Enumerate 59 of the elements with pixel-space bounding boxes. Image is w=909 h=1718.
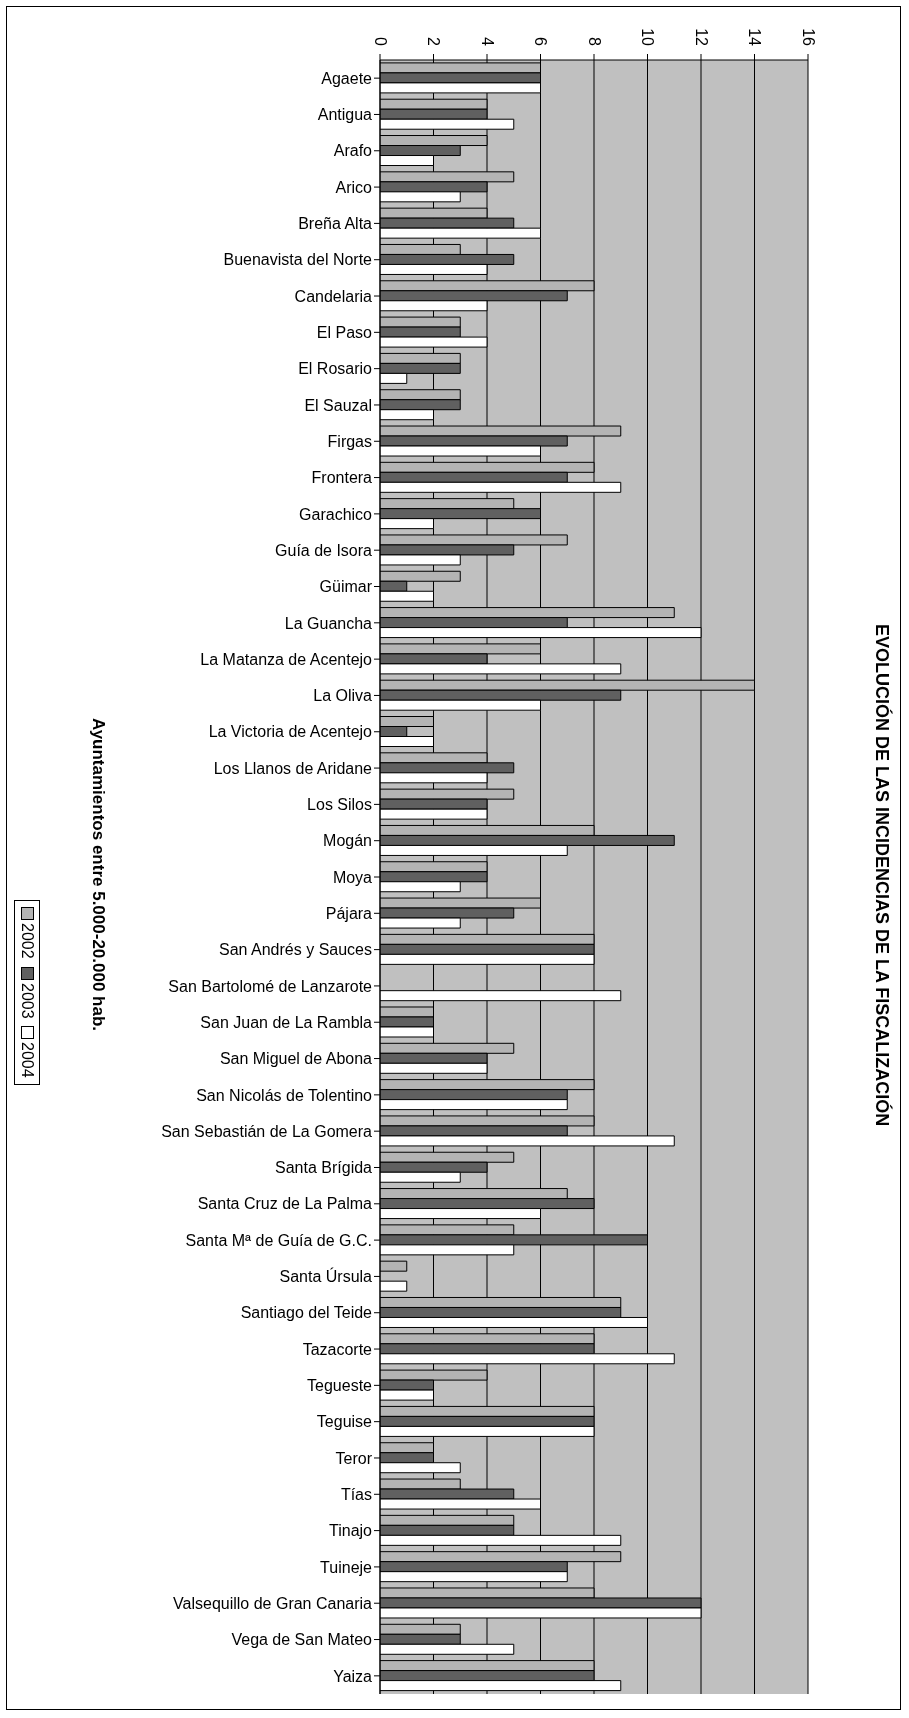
- y-tick-label: San Andrés y Sauces: [219, 941, 372, 959]
- x-tick-label: 16: [799, 28, 817, 47]
- y-tick-label: Santa Mª de Guía de G.C.: [185, 1231, 372, 1249]
- y-tick-label: Tuineje: [320, 1558, 373, 1576]
- y-tick-label: Arafo: [333, 142, 373, 160]
- y-tick-label: Los Silos: [307, 796, 372, 814]
- y-tick-label: Firgas: [327, 432, 372, 450]
- y-tick-label: Teror: [335, 1449, 373, 1467]
- y-tick-label: Santa Úrsula: [279, 1267, 373, 1286]
- y-tick-label: San Juan de La Rambla: [200, 1013, 373, 1031]
- y-tick-label: Pájara: [325, 904, 373, 922]
- legend-label: 2003: [18, 982, 36, 1019]
- y-tick-label: Vega de San Mateo: [231, 1631, 373, 1649]
- y-axis-title: Ayuntamientos entre 5.000-20.000 hab.: [88, 717, 108, 1034]
- y-tick-label: Tazacorte: [302, 1340, 373, 1358]
- y-tick-label: Garachico: [299, 505, 373, 523]
- y-tick-label: Yaiza: [333, 1667, 373, 1685]
- y-tick-label: Los Llanos de Aridane: [213, 759, 373, 777]
- legend-label: 2002: [18, 923, 36, 959]
- y-tick-label: Frontera: [311, 469, 373, 487]
- y-tick-label: San Bartolomé de Lanzarote: [168, 977, 373, 995]
- y-tick-label: La Victoria de Acentejo: [208, 723, 373, 741]
- x-tick-label: 8: [585, 37, 603, 47]
- y-tick-label: San Nicolás de Tolentino: [196, 1086, 373, 1104]
- y-tick-label: Tinajo: [329, 1522, 373, 1540]
- y-tick-label: Candelaria: [294, 287, 373, 305]
- x-tick-label: 0: [371, 37, 389, 47]
- y-tick-label: Agaete: [321, 69, 373, 87]
- y-tick-label: La Matanza de Acentejo: [200, 650, 373, 668]
- y-tick-label: La Guancha: [284, 614, 373, 632]
- y-tick-label: Tías: [340, 1485, 372, 1503]
- y-tick-label: Guía de Isora: [275, 541, 373, 559]
- y-tick-label: San Miguel de Abona: [219, 1050, 373, 1068]
- y-tick-label: Antigua: [317, 106, 373, 124]
- text: EVOLUCIÓN DE LAS INCIDENCIAS DE LA FISCALIZACIÓN: [871, 622, 892, 1129]
- y-tick-label: Arico: [335, 178, 373, 196]
- y-tick-label: Santa Brígida: [275, 1159, 373, 1177]
- x-tick-label: 12: [692, 28, 710, 47]
- y-tick-label: Valsequillo de Gran Canaria: [173, 1594, 373, 1612]
- x-tick-label: 14: [746, 28, 763, 47]
- y-tick-label: Tegueste: [307, 1377, 373, 1395]
- y-tick-label: Teguise: [316, 1413, 373, 1431]
- y-tick-label: El Rosario: [298, 360, 373, 378]
- y-tick-label: El Paso: [316, 324, 373, 342]
- x-tick-label: 2: [425, 37, 442, 47]
- x-tick-label: 6: [532, 37, 549, 47]
- y-tick-label: Mogán: [323, 832, 372, 850]
- y-tick-label: Santiago del Teide: [240, 1304, 373, 1322]
- y-tick-label: San Sebastián de La Gomera: [161, 1122, 373, 1140]
- y-tick-label: Güimar: [319, 578, 373, 596]
- legend-label: 2004: [18, 1042, 36, 1078]
- y-tick-label: Breña Alta: [298, 215, 373, 233]
- y-tick-label: La Oliva: [313, 687, 373, 705]
- y-tick-label: Santa Cruz de La Palma: [197, 1195, 373, 1213]
- y-tick-label: Moya: [332, 868, 373, 886]
- x-tick-label: 10: [639, 28, 656, 47]
- y-tick-label: El Sauzal: [304, 396, 372, 414]
- x-tick-label: 4: [478, 37, 496, 47]
- y-tick-label: Buenavista del Norte: [223, 251, 373, 269]
